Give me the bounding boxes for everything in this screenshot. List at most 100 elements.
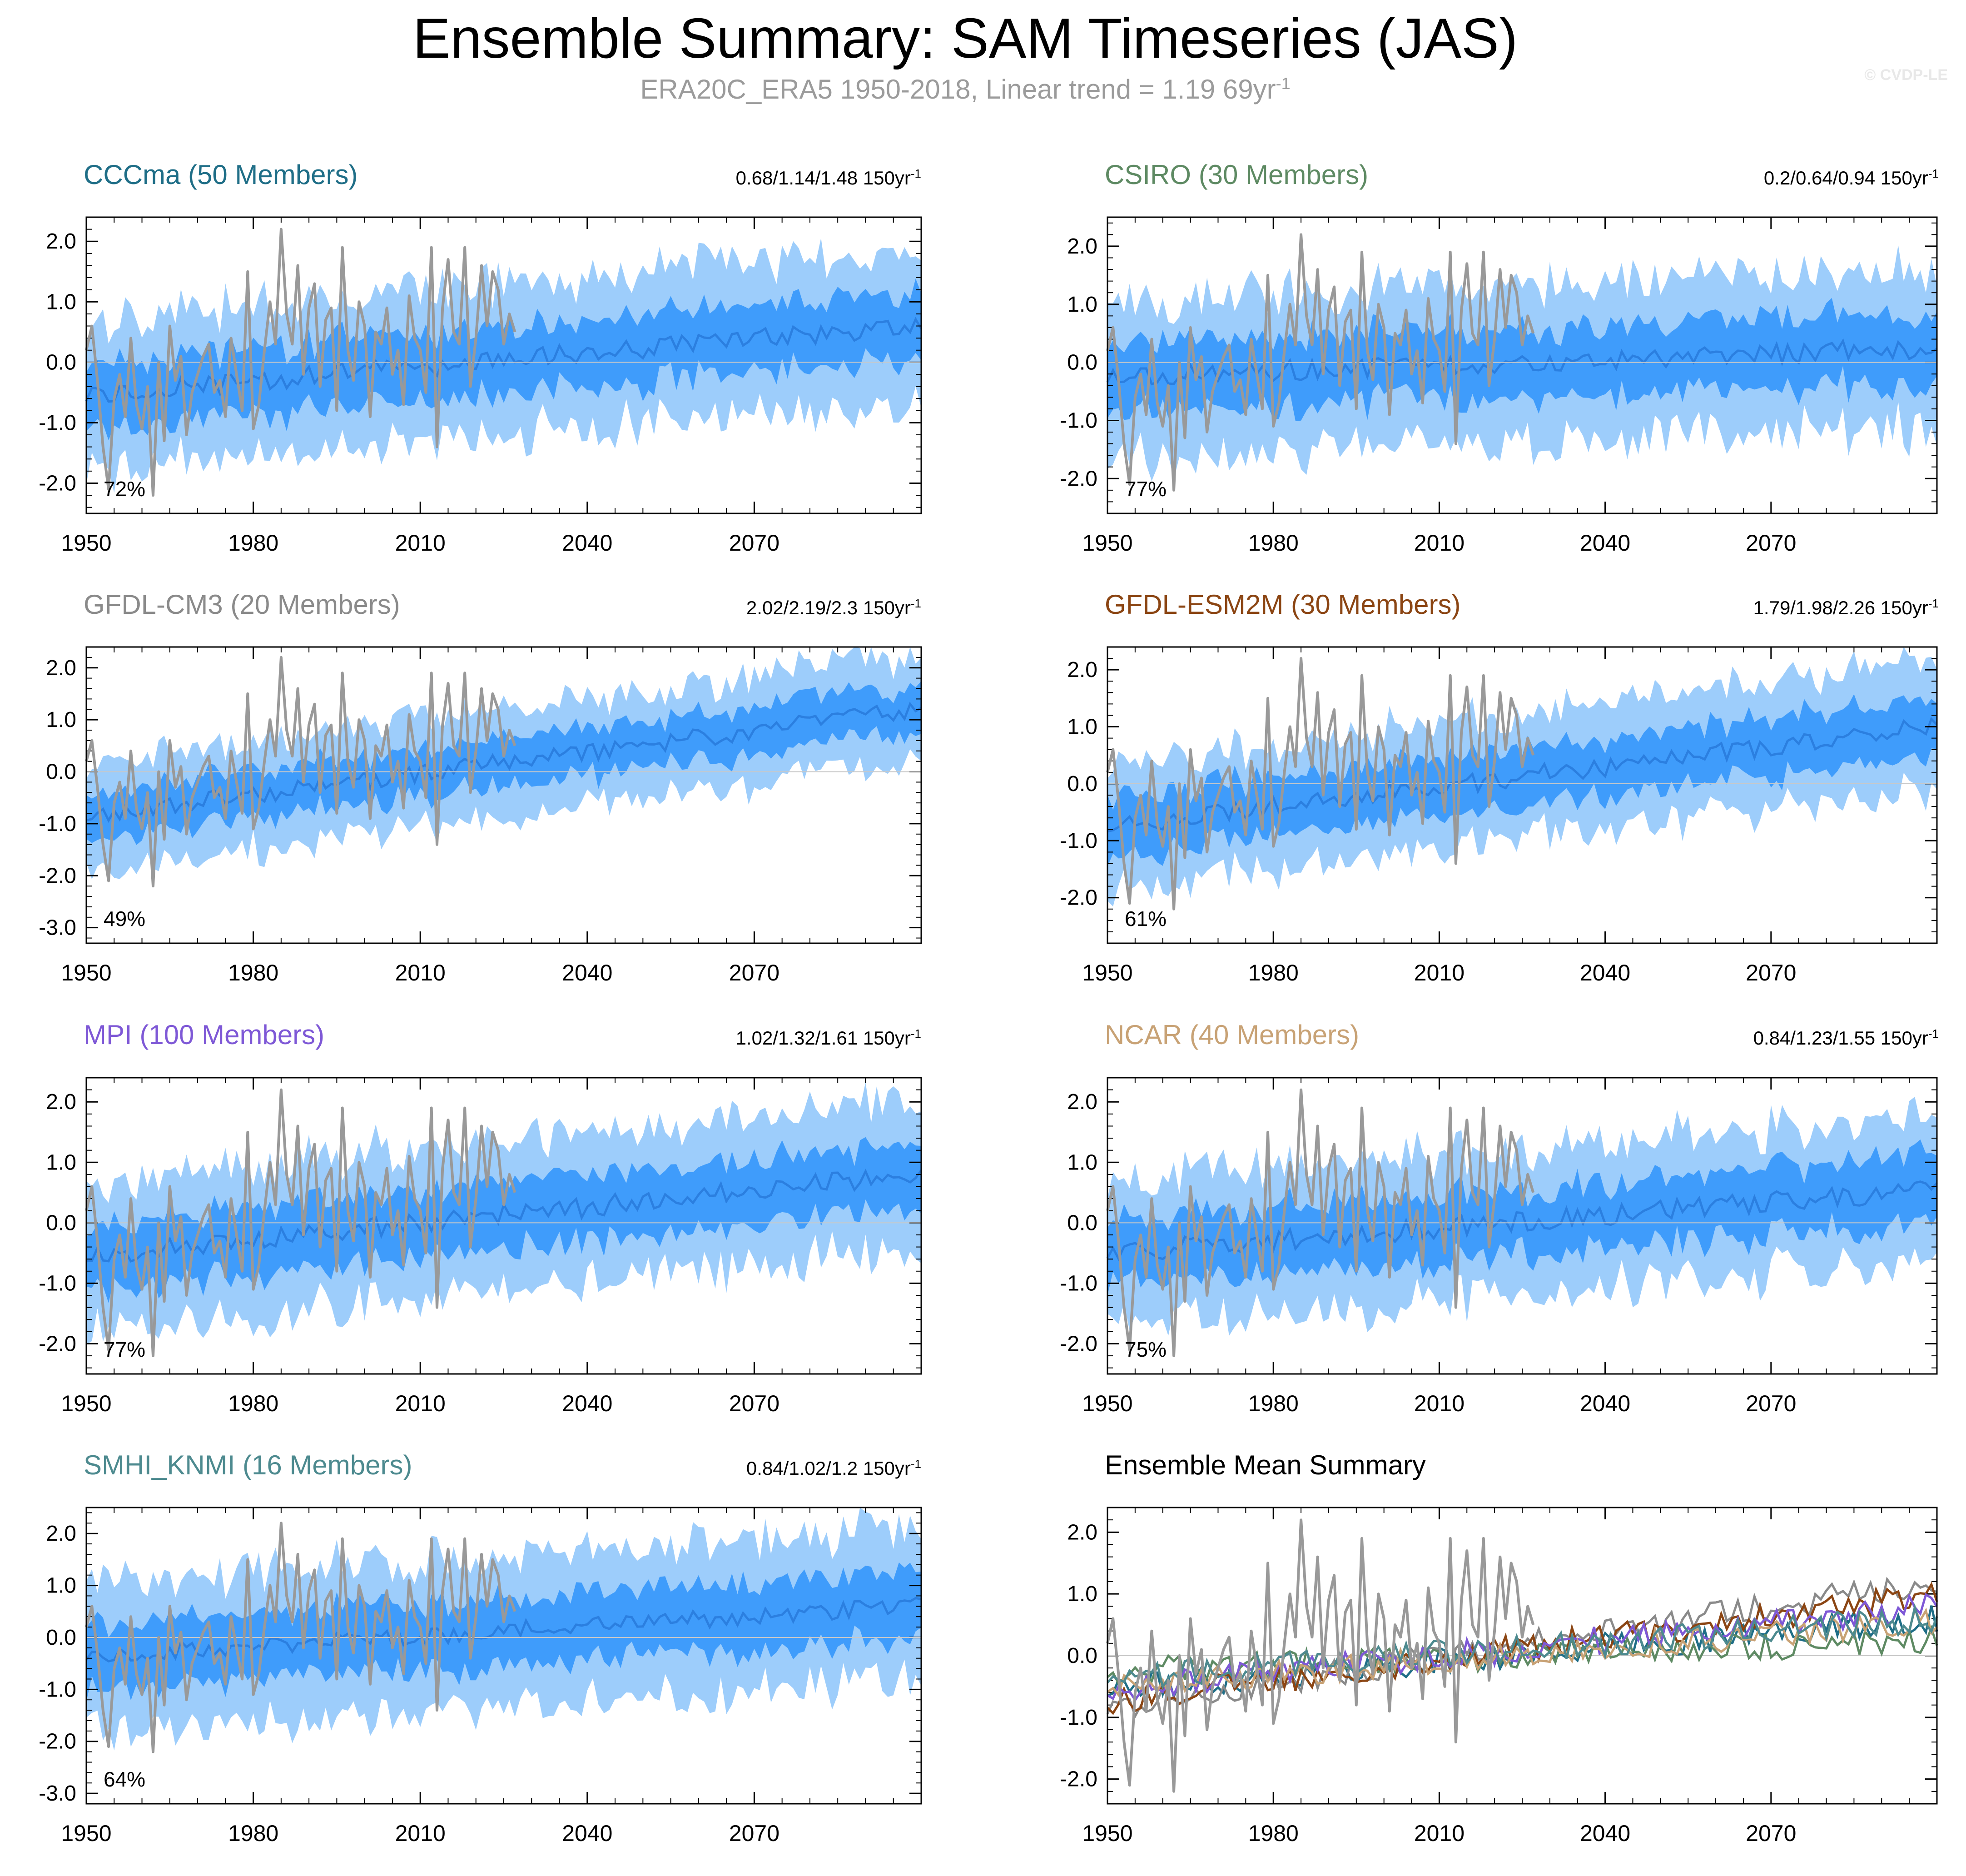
y-tick-label: 0.0 — [1067, 1211, 1097, 1235]
x-tick-label: 2010 — [1414, 1821, 1465, 1846]
observations-line — [85, 228, 516, 497]
percent-label: 49% — [104, 907, 145, 931]
panel-stats-exponent: -1 — [1928, 597, 1939, 610]
y-tick-label: 1.0 — [1067, 715, 1097, 739]
panel-stats-smhi-knmi: 0.84/1.02/1.2 150yr-1 — [746, 1457, 921, 1479]
inner-spread-band — [1107, 298, 1937, 421]
y-tick-label: -1.0 — [1060, 1271, 1097, 1295]
x-tick-label: 2040 — [562, 530, 612, 556]
panel-stats-cccma: 0.68/1.14/1.48 150yr-1 — [736, 167, 921, 189]
x-tick-label: 1950 — [1082, 960, 1132, 985]
panel-stats-exponent: -1 — [910, 1457, 921, 1471]
x-tick-label: 2010 — [1414, 960, 1465, 985]
x-tick-label: 2010 — [1414, 1391, 1465, 1416]
panel-stats-exponent: -1 — [1928, 167, 1939, 180]
inner-spread-band — [1107, 1140, 1937, 1295]
panel-title-gfdl-cm3: GFDL-CM3 (20 Members) — [84, 589, 400, 620]
panel-stats-text: 1.02/1.32/1.61 150yr — [735, 1027, 911, 1049]
y-tick-label: 2.0 — [46, 656, 76, 680]
x-tick-label: 1980 — [228, 530, 278, 556]
percent-label: 75% — [1125, 1338, 1167, 1361]
panel-stats-text: 1.79/1.98/2.26 150yr — [1753, 597, 1928, 618]
y-tick-label: -3.0 — [39, 1781, 76, 1806]
x-tick-label: 2010 — [395, 1391, 446, 1416]
panel-stats-text: 2.02/2.19/2.3 150yr — [746, 597, 911, 618]
x-tick-label: 1980 — [1248, 960, 1299, 985]
y-tick-label: -2.0 — [39, 864, 76, 888]
y-tick-label: 2.0 — [1067, 658, 1097, 682]
y-tick-label: -2.0 — [39, 1730, 76, 1754]
plot-frame — [85, 1077, 922, 1375]
y-tick-label: 1.0 — [46, 1150, 76, 1174]
ensemble-mean-line — [1106, 1180, 1938, 1261]
y-tick-label: 0.0 — [46, 350, 76, 374]
y-tick-label: 2.0 — [1067, 234, 1097, 259]
x-tick-label: 2040 — [1580, 960, 1630, 985]
y-tick-label: -2.0 — [1060, 886, 1097, 910]
y-tick-label: -1.0 — [39, 812, 76, 836]
y-tick-label: 0.0 — [46, 1211, 76, 1235]
y-tick-label: 2.0 — [46, 1090, 76, 1114]
x-tick-label: 2040 — [1580, 1821, 1630, 1846]
x-tick-label: 2040 — [562, 960, 612, 985]
observations-line — [85, 1522, 516, 1753]
plot-frame — [1107, 1507, 1938, 1805]
panel-title-gfdl-esm2m: GFDL-ESM2M (30 Members) — [1105, 589, 1461, 620]
panel-gfdl-esm2m: 2.0 1.0 0.0 -1.0 -2.0 1950 1980 2010 2040 2070 61% — [1060, 646, 1938, 985]
x-tick-label: 1950 — [61, 960, 111, 985]
observations-line — [1106, 233, 1535, 492]
y-tick-label: 2.0 — [46, 1522, 76, 1546]
y-tick-label: -1.0 — [1060, 408, 1097, 433]
summary-line-smhi_knmi — [1107, 1603, 1938, 1690]
x-tick-label: 2070 — [729, 1391, 779, 1416]
y-tick-label: -2.0 — [39, 1332, 76, 1356]
subtitle-unit-exponent: -1 — [1276, 74, 1291, 93]
x-tick-label: 1950 — [1082, 530, 1132, 556]
subtitle-text: ERA20C_ERA5 1950-2018, Linear trend = 1.… — [640, 74, 1276, 104]
plot-frame — [1107, 216, 1938, 514]
x-tick-label: 2070 — [1746, 1821, 1796, 1846]
y-tick-label: 0.0 — [1067, 351, 1097, 375]
x-tick-label: 1950 — [1082, 1821, 1132, 1846]
x-tick-label: 1950 — [61, 1821, 111, 1846]
y-tick-label: 2.0 — [1067, 1520, 1097, 1544]
ensemble-mean-line — [85, 317, 923, 403]
y-tick-label: 0.0 — [46, 760, 76, 784]
panel-cccma: 2.0 1.0 0.0 -1.0 -2.0 1950 1980 2010 2040 2070 72% — [39, 216, 923, 556]
y-tick-label: -2.0 — [39, 471, 76, 495]
y-tick-label: -1.0 — [39, 411, 76, 435]
x-tick-label: 2070 — [1746, 960, 1796, 985]
panel-mpi: 2.0 1.0 0.0 -1.0 -2.0 1950 1980 2010 2040 2070 77% — [39, 1077, 923, 1416]
ensemble-mean-line — [85, 1597, 922, 1662]
y-tick-label: 2.0 — [1067, 1090, 1097, 1114]
percent-label: 64% — [104, 1767, 145, 1791]
y-tick-label: 2.0 — [46, 229, 76, 254]
y-tick-label: 1.0 — [1067, 1150, 1097, 1174]
panel-title-smhi-knmi: SMHI_KNMI (16 Members) — [84, 1450, 412, 1480]
copyright-notice: © CVDP-LE — [1864, 66, 1948, 84]
plot-frame — [1107, 646, 1938, 944]
x-tick-label: 1980 — [1248, 530, 1299, 556]
x-tick-label: 2070 — [1746, 1391, 1796, 1416]
observations-line — [1106, 657, 1535, 911]
x-tick-label: 2040 — [562, 1821, 612, 1846]
panel-title-ensemble-mean-summary: Ensemble Mean Summary — [1105, 1450, 1426, 1480]
x-tick-label: 2010 — [1414, 530, 1465, 556]
panel-stats-gfdl-cm3: 2.02/2.19/2.3 150yr-1 — [746, 597, 921, 619]
observations-line — [1106, 1088, 1535, 1358]
x-tick-label: 2070 — [729, 1821, 779, 1846]
observations-line — [85, 656, 516, 888]
panel-stats-exponent: -1 — [910, 597, 921, 610]
panel-title-cccma: CCCma (50 Members) — [84, 159, 358, 190]
percent-label: 61% — [1125, 907, 1167, 931]
summary-line-gfdl-esm2m — [1107, 1582, 1938, 1715]
x-tick-label: 2040 — [1580, 1391, 1630, 1416]
y-tick-label: -1.0 — [39, 1271, 76, 1295]
inner-spread-band — [1107, 694, 1937, 867]
panel-stats-text: 0.84/1.02/1.2 150yr — [746, 1458, 911, 1479]
y-tick-label: -2.0 — [1060, 1332, 1097, 1356]
x-tick-label: 2070 — [1746, 530, 1796, 556]
panel-stats-text: 0.84/1.23/1.55 150yr — [1753, 1027, 1928, 1049]
y-tick-label: 1.0 — [46, 708, 76, 732]
